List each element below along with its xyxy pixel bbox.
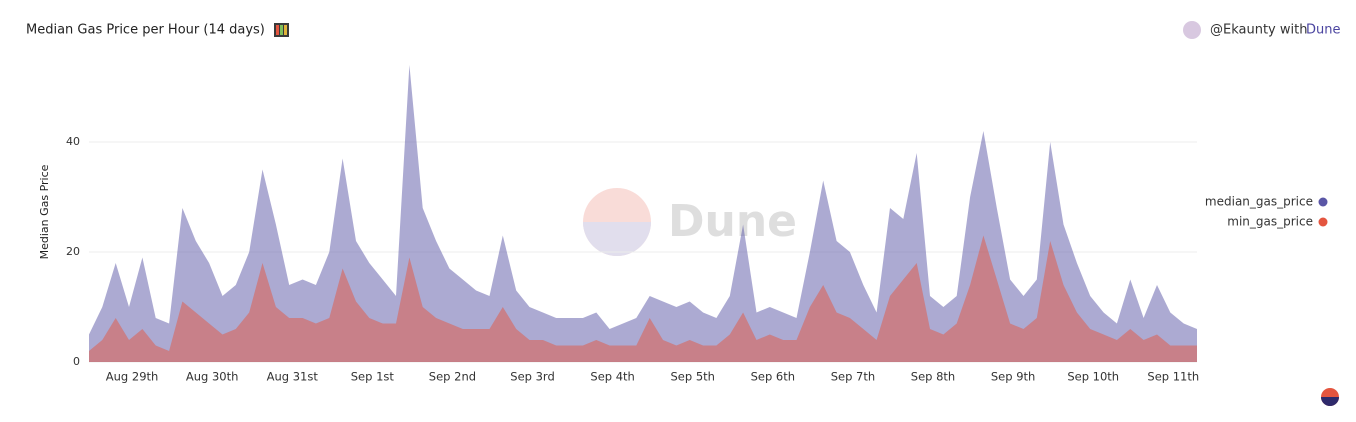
x-tick-label: Sep 10th [1067,370,1119,384]
author: @Ekaunty with [1210,23,1307,38]
x-tick-label: Sep 4th [590,370,634,384]
legend-marker [1318,217,1328,227]
corner-logo [1321,388,1339,406]
avatar [1183,21,1201,39]
x-tick-label: Aug 30th [186,370,239,384]
x-tick-label: Sep 1st [351,370,395,384]
area [89,235,1197,362]
y-tick-label: 0 [73,355,80,368]
x-tick-label: Sep 9th [991,370,1035,384]
x-tick-label: Aug 31st [267,370,319,384]
brand[interactable]: Dune [1306,23,1341,38]
y-tick-label: 20 [66,245,80,258]
x-tick-label: Sep 11th [1147,370,1199,384]
x-tick-label: Sep 6th [751,370,795,384]
x-tick-label: Sep 5th [670,370,714,384]
x-tick-label: Sep 7th [831,370,875,384]
y-tick-label: 40 [66,135,80,148]
legend-marker [1318,197,1328,207]
x-tick-label: Sep 3rd [510,370,554,384]
watermark-text: Dune [668,196,797,247]
x-tick-label: Sep 8th [911,370,955,384]
legend-label: min_gas_price [1227,215,1313,229]
watermark: Dune [583,188,797,256]
y-axis-label: Median Gas Price [38,164,51,259]
x-tick-label: Sep 2nd [429,370,476,384]
chart-title: Median Gas Price per Hour (14 days) [26,23,265,38]
legend-label: median_gas_price [1205,195,1313,209]
x-tick-label: Aug 29th [106,370,159,384]
plot: 0 20 40 Aug 29th Aug 30th Aug 31st Sep 1st Sep … [66,65,1199,384]
title-icon [274,23,289,37]
